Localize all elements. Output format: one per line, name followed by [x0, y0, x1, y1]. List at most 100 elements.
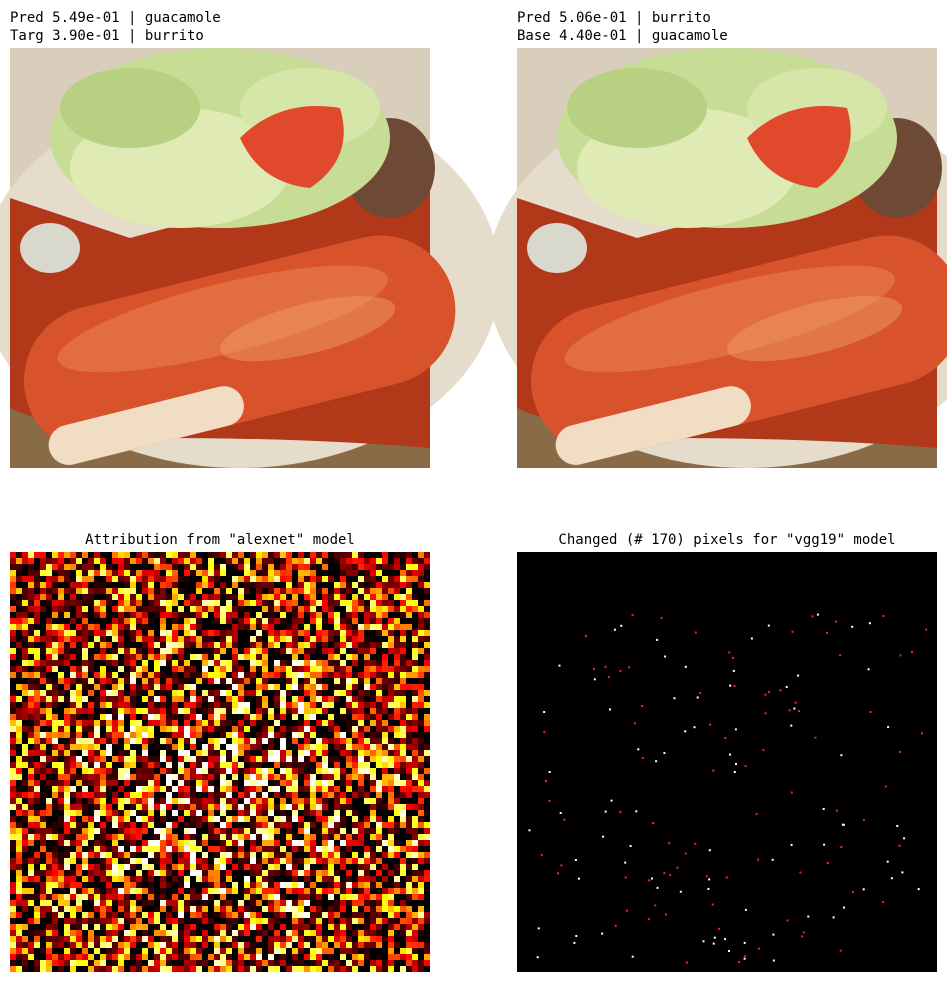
- heat-cell: [28, 918, 34, 924]
- heat-cell: [202, 960, 208, 966]
- heat-cell: [52, 852, 58, 858]
- heat-cell: [394, 804, 400, 810]
- heat-cell: [274, 786, 280, 792]
- heat-cell: [298, 630, 304, 636]
- heat-cell: [118, 720, 124, 726]
- heat-cell: [358, 576, 364, 582]
- heat-cell: [130, 612, 136, 618]
- heat-cell: [316, 660, 322, 666]
- changed-pixel: [729, 684, 732, 687]
- heat-cell: [40, 696, 46, 702]
- heat-cell: [364, 936, 370, 942]
- heat-cell: [376, 840, 382, 846]
- heat-cell: [124, 918, 130, 924]
- heat-cell: [376, 756, 382, 762]
- heat-cell: [100, 678, 106, 684]
- heat-cell: [64, 828, 70, 834]
- heat-cell: [136, 966, 142, 972]
- heat-cell: [202, 756, 208, 762]
- heat-cell: [88, 828, 94, 834]
- heat-cell: [238, 678, 244, 684]
- heat-cell: [70, 912, 76, 918]
- heat-cell: [256, 576, 262, 582]
- heat-cell: [118, 798, 124, 804]
- heat-cell: [256, 858, 262, 864]
- heat-cell: [70, 786, 76, 792]
- heat-cell: [34, 690, 40, 696]
- heat-cell: [136, 738, 142, 744]
- heat-cell: [274, 756, 280, 762]
- heat-cell: [106, 900, 112, 906]
- changed-pixel: [559, 812, 562, 814]
- heat-cell: [100, 810, 106, 816]
- heat-cell: [58, 744, 64, 750]
- heat-cell: [10, 882, 16, 888]
- heat-cell: [388, 900, 394, 906]
- heat-cell: [64, 954, 70, 960]
- heat-cell: [340, 882, 346, 888]
- heat-cell: [154, 564, 160, 570]
- heat-cell: [334, 834, 340, 840]
- heat-cell: [376, 702, 382, 708]
- heat-cell: [166, 780, 172, 786]
- heat-cell: [10, 570, 16, 576]
- heat-cell: [226, 960, 232, 966]
- heat-cell: [346, 600, 352, 606]
- heat-cell: [148, 690, 154, 696]
- heat-cell: [208, 876, 214, 882]
- heat-cell: [394, 876, 400, 882]
- heat-cell: [424, 672, 430, 678]
- heat-cell: [22, 636, 28, 642]
- heat-cell: [346, 684, 352, 690]
- heat-cell: [238, 942, 244, 948]
- changed-pixel: [648, 879, 651, 882]
- heat-cell: [46, 678, 52, 684]
- heat-cell: [28, 756, 34, 762]
- heat-cell: [28, 552, 34, 558]
- heat-cell: [382, 900, 388, 906]
- heat-cell: [124, 678, 130, 684]
- heat-cell: [262, 648, 268, 654]
- heat-cell: [10, 588, 16, 594]
- heat-cell: [286, 786, 292, 792]
- heat-cell: [334, 594, 340, 600]
- heat-cell: [274, 834, 280, 840]
- heat-cell: [130, 924, 136, 930]
- heat-cell: [328, 822, 334, 828]
- heat-cell: [76, 888, 82, 894]
- heat-cell: [286, 750, 292, 756]
- heat-cell: [406, 660, 412, 666]
- heat-cell: [88, 780, 94, 786]
- heat-cell: [40, 762, 46, 768]
- heat-cell: [316, 612, 322, 618]
- heat-cell: [58, 834, 64, 840]
- heat-cell: [34, 696, 40, 702]
- heat-cell: [280, 714, 286, 720]
- heat-cell: [64, 726, 70, 732]
- heat-cell: [94, 672, 100, 678]
- heat-cell: [64, 708, 70, 714]
- heat-cell: [418, 924, 424, 930]
- heat-cell: [172, 894, 178, 900]
- heat-cell: [274, 780, 280, 786]
- changed-pixel: [593, 667, 595, 670]
- heat-cell: [100, 906, 106, 912]
- changed-pixel: [705, 875, 708, 878]
- heat-cell: [46, 732, 52, 738]
- heat-cell: [286, 564, 292, 570]
- heat-cell: [346, 858, 352, 864]
- heat-cell: [322, 786, 328, 792]
- heat-cell: [370, 696, 376, 702]
- heat-cell: [286, 702, 292, 708]
- heat-cell: [376, 870, 382, 876]
- heat-cell: [412, 834, 418, 840]
- heat-cell: [250, 660, 256, 666]
- heat-cell: [196, 606, 202, 612]
- heat-cell: [100, 582, 106, 588]
- heat-cell: [274, 912, 280, 918]
- heat-cell: [418, 648, 424, 654]
- heat-cell: [58, 654, 64, 660]
- heat-cell: [16, 930, 22, 936]
- changed-pixel: [593, 678, 596, 681]
- heat-cell: [250, 804, 256, 810]
